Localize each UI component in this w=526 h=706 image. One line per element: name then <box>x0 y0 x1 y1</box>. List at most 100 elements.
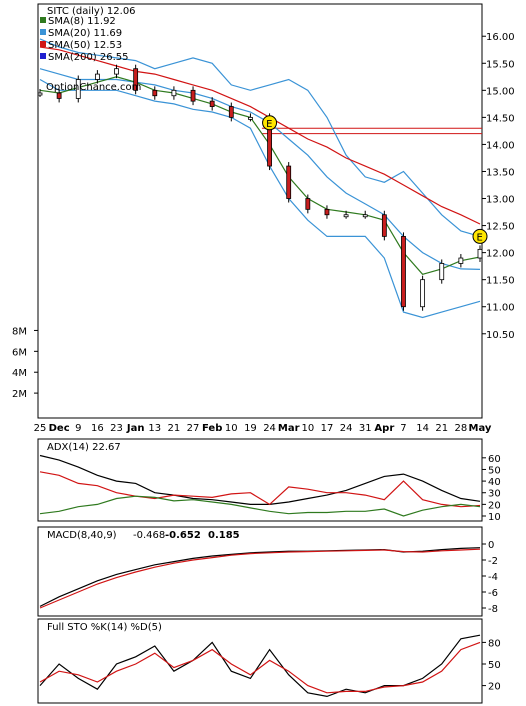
watermark: OptionChance.com <box>46 82 141 93</box>
price-tick-label: 14.50 <box>486 113 515 124</box>
date-tick-label: 23 <box>110 423 123 434</box>
macd-panel <box>37 526 483 617</box>
svg-text:-0.652: -0.652 <box>165 530 201 541</box>
panel-tick-label: 0 <box>488 540 494 551</box>
candle-body <box>401 235 406 308</box>
price-tick-label: 14.00 <box>486 140 515 151</box>
candle-body <box>381 214 387 237</box>
date-tick-label: 31 <box>359 423 372 434</box>
legend-label: SMA(50) 12.53 <box>48 40 122 51</box>
legend-swatch <box>40 17 46 23</box>
earnings-marker-label: E <box>477 232 483 243</box>
sma20-line <box>39 68 481 270</box>
panel-tick-label: 30 <box>488 489 501 500</box>
date-tick-label: 7 <box>400 423 406 434</box>
price-tick-label: 16.00 <box>486 32 515 43</box>
svg-text:-0.468: -0.468 <box>133 530 165 541</box>
volume-axis: 8M 6M 4M 2M <box>12 326 38 400</box>
bb-lower-line <box>39 78 481 319</box>
candle-body <box>248 116 253 120</box>
annotations: EE <box>262 115 488 244</box>
price-tick-label: 15.50 <box>486 59 515 70</box>
legend-label: SMA(8) 11.92 <box>48 16 116 27</box>
date-tick-label: Jan <box>126 423 145 434</box>
panel-tick-label: 20 <box>488 500 501 511</box>
price-tick-label: 12.50 <box>486 222 515 233</box>
panel-line--di <box>39 471 481 508</box>
date-tick-label: May <box>469 423 492 434</box>
candle-body <box>152 89 158 97</box>
date-tick-label: 28 <box>455 423 468 434</box>
volume-tick-label: 6M <box>12 347 27 358</box>
panel-line-signal <box>39 548 481 609</box>
price-tick-label: 10.50 <box>486 330 515 341</box>
date-tick-label: 17 <box>321 423 334 434</box>
panel-tick-label: 20 <box>488 682 501 693</box>
panel-tick-label: 60 <box>488 454 501 465</box>
panel-tick-label: 50 <box>488 660 501 671</box>
date-tick-label: 27 <box>187 423 200 434</box>
price-tick-label: 11.50 <box>486 276 515 287</box>
panel-tick-label: -4 <box>488 572 498 583</box>
panel-tick-label: 10 <box>488 512 501 523</box>
panel-tick-label: -8 <box>488 604 498 615</box>
date-tick-label: 19 <box>244 423 257 434</box>
date-tick-label: 21 <box>168 423 181 434</box>
panel-tick-label: 50 <box>488 465 501 476</box>
sto-lines: 80 50 20 <box>39 634 501 698</box>
date-tick-label: Mar <box>278 423 300 434</box>
date-tick-label: Apr <box>374 423 394 434</box>
candle-body <box>56 92 62 99</box>
date-tick-label: 25 <box>34 423 47 434</box>
date-tick-label: 24 <box>263 423 276 434</box>
legend-label: SMA(200) 26.55 <box>48 52 129 63</box>
candle-body <box>190 89 196 102</box>
candle-body <box>477 248 483 259</box>
candle-body <box>37 92 43 96</box>
date-tick-label: 14 <box>416 423 429 434</box>
candle-body <box>324 208 330 216</box>
chart-title: SITC (daily) 12.06 <box>47 6 136 17</box>
candle-body <box>133 68 139 91</box>
volume-tick-label: 2M <box>12 389 27 400</box>
candle-body <box>458 257 464 264</box>
date-tick-label: 9 <box>75 423 81 434</box>
date-tick-label: 21 <box>435 423 448 434</box>
legend-swatch <box>40 53 46 59</box>
price-panel <box>37 3 483 419</box>
panel-line-adx <box>39 454 481 505</box>
price-axis: 16.00 15.50 15.00 14.50 14.00 13.50 13.00 12.50… <box>482 32 515 341</box>
candle-body <box>286 165 292 199</box>
sma8-line <box>39 76 481 275</box>
price-tick-label: 12.00 <box>486 249 515 260</box>
legend-swatch <box>40 41 46 47</box>
candle-body <box>362 214 368 218</box>
panel-tick-label: 80 <box>488 638 501 649</box>
bb-upper-line <box>39 38 481 237</box>
sma50-line <box>39 46 481 225</box>
panel-tick-label: 40 <box>488 477 501 488</box>
earnings-marker-label: E <box>266 119 272 130</box>
macd-label: MACD(8,40,9) -0.468 -0.652 0.185 <box>47 530 240 541</box>
date-axis: 25 Dec 9 16 23 Jan 13 21 27 Feb 10 19 24 Mar 10 17 24 31 A… <box>34 423 492 434</box>
earnings-marker <box>472 228 488 244</box>
panel-tick-label: -6 <box>488 588 498 599</box>
adx-label: ADX(14) 22.67 <box>47 442 121 453</box>
candle-body <box>114 68 119 75</box>
candle-body <box>439 263 445 281</box>
legend-swatch <box>40 29 46 35</box>
price-lines <box>37 38 483 319</box>
candle-body <box>420 279 426 308</box>
price-tick-label: 15.00 <box>486 86 515 97</box>
candle-body <box>171 89 177 97</box>
volume-tick-label: 8M <box>12 326 27 337</box>
volume-tick-label: 4M <box>12 368 27 379</box>
svg-text:0.185: 0.185 <box>208 530 240 541</box>
candle-body <box>228 106 234 118</box>
candle-body <box>305 198 311 210</box>
price-tick-label: 13.50 <box>486 167 515 178</box>
candle-body <box>209 100 215 107</box>
sto-label: Full STO %K(14) %D(5) <box>47 622 162 633</box>
date-tick-label: 13 <box>148 423 161 434</box>
